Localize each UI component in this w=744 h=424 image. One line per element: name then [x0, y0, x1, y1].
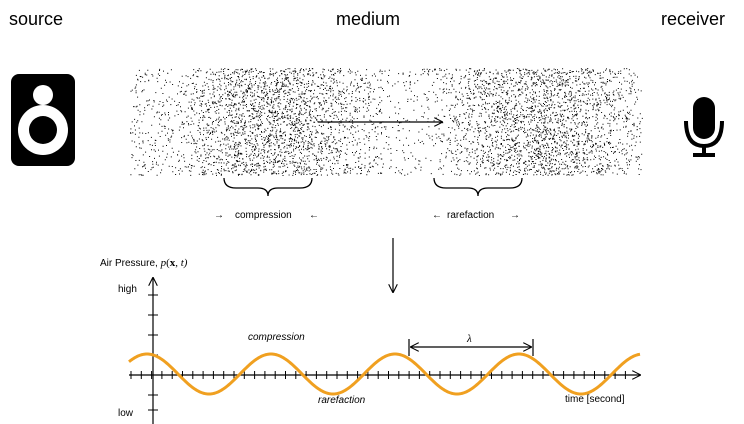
medium-particle-field — [130, 68, 643, 176]
rarefaction-bracket-label: ← rarefaction → — [432, 210, 520, 221]
compression-arrow-in-left: → — [214, 210, 224, 221]
source-label: source — [9, 9, 64, 29]
speaker-icon — [11, 74, 75, 166]
rarefaction-arrow-out-right: → — [510, 210, 520, 221]
low-label: low — [118, 408, 134, 419]
compression-arrow-in-right: ← — [309, 210, 319, 221]
y-axis-label: Air Pressure, p(x, t) — [100, 257, 188, 269]
medium-particles — [130, 68, 643, 176]
compression-brace — [223, 177, 313, 197]
rarefaction-brace — [433, 177, 523, 197]
receiver-label: receiver — [661, 9, 726, 29]
compression-bracket-label: → compression ← — [214, 210, 319, 221]
rarefaction-arrow-out-left: ← — [432, 210, 442, 221]
compression-label: compression — [235, 210, 292, 221]
pressure-plot: Air Pressure, p(x, t) high low compressi… — [100, 257, 640, 424]
microphone-icon — [684, 97, 724, 157]
rarefaction-annotation: rarefaction — [318, 395, 366, 406]
compression-annotation: compression — [248, 332, 305, 343]
pressure-wave-curve — [128, 352, 641, 396]
wavelength-label: λ — [466, 333, 472, 345]
high-label: high — [118, 284, 137, 295]
rarefaction-label: rarefaction — [447, 210, 494, 221]
x-axis-label: time [second] — [565, 394, 625, 405]
medium-label: medium — [336, 9, 401, 29]
